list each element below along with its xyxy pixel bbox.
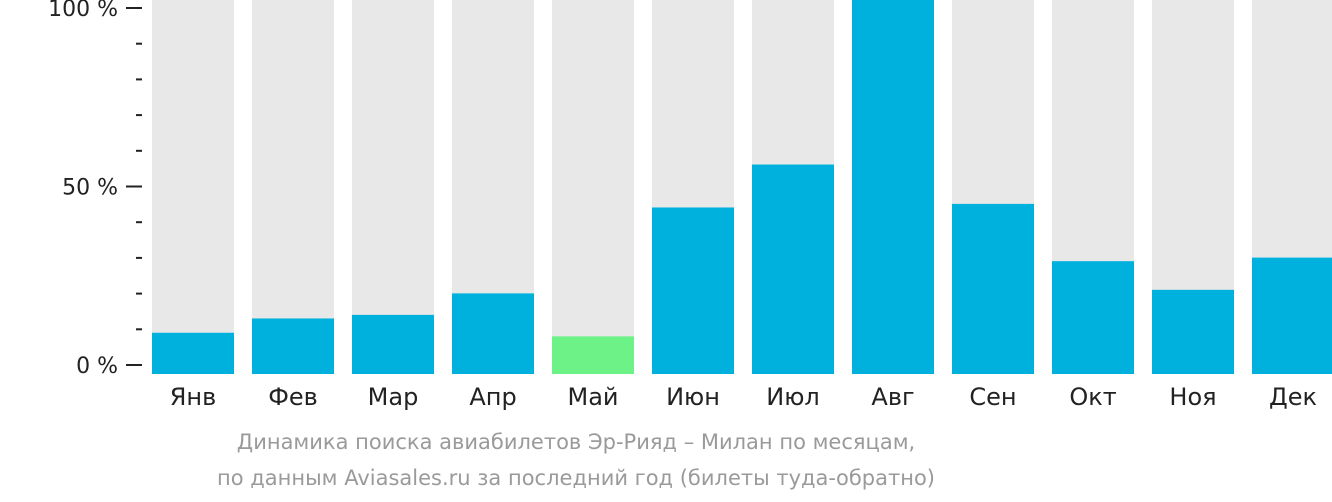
y-tick-label: 50 % [62,176,118,201]
bar-6 [652,207,734,374]
y-axis: 0 % 50 % 100 % [48,0,142,379]
x-axis: Янв Фев Мар Апр Май Июн Июл Авг Сен Окт Ноя Дек [170,383,1317,411]
bar-3 [352,314,434,374]
x-tick-label: Ноя [1169,383,1216,411]
bar-12 [1252,257,1332,374]
background-bar [552,0,634,374]
bar-8 [852,0,934,374]
background-bar [352,0,434,374]
bar-1 [152,332,234,374]
background-bar [152,0,234,374]
x-tick-label: Фев [268,383,318,411]
x-tick-label: Янв [170,383,217,411]
bar-5 [552,336,634,374]
data-bars [152,0,1332,374]
x-tick-label: Май [567,383,618,411]
bar-4 [452,293,534,374]
x-tick-label: Мар [368,383,419,411]
x-tick-label: Сен [969,383,1016,411]
bar-9 [952,203,1034,374]
bar-chart: 0 % 50 % 100 % Янв Фев Мар Апр Май Июн Июл Авг Сен… [48,0,1332,411]
bar-2 [252,318,334,374]
x-tick-label: Апр [469,383,516,411]
chart-caption-line-2: по данным Aviasales.ru за последний год … [217,466,935,490]
x-tick-label: Авг [871,383,914,411]
chart-caption-line-1: Динамика поиска авиабилетов Эр-Рияд – Ми… [236,430,916,454]
bar-10 [1052,261,1134,374]
bar-11 [1152,289,1234,374]
y-tick-label: 0 % [76,354,118,379]
x-tick-label: Июл [766,383,820,411]
x-tick-label: Окт [1069,383,1116,411]
y-tick-label: 100 % [48,0,118,22]
x-tick-label: Дек [1269,383,1317,411]
bar-7 [752,164,834,374]
background-bar [252,0,334,374]
x-tick-label: Июн [666,383,720,411]
